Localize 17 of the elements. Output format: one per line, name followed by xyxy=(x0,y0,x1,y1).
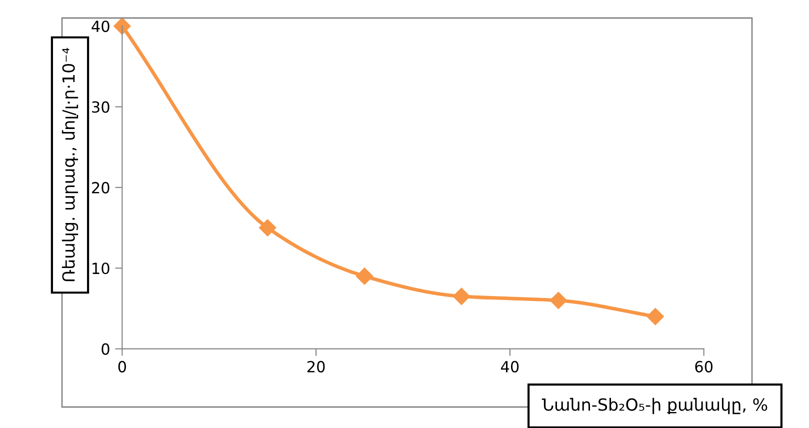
y-tick-label: 20 xyxy=(92,182,110,194)
point xyxy=(356,268,374,285)
point xyxy=(646,308,664,326)
x-tick-label: 0 xyxy=(118,360,126,372)
point xyxy=(452,288,470,305)
x-tick-label: 60 xyxy=(695,360,713,372)
x-axis-title: Նանո-Sb₂O₅-ի քանակը, % xyxy=(542,398,768,414)
point xyxy=(114,18,131,35)
x-tick-label: 40 xyxy=(500,360,519,372)
point xyxy=(259,219,276,236)
y-tick-label: 10 xyxy=(92,262,110,274)
x-tick-label: 20 xyxy=(307,360,325,372)
point xyxy=(550,292,567,309)
y-axis-title: Ռեակց. արագ., մոլ/լ·ր·10⁻⁴ xyxy=(62,48,78,282)
y-tick-label: 0 xyxy=(102,343,110,355)
y-tick-label: 30 xyxy=(92,101,110,113)
y-tick-label: 40 xyxy=(92,20,110,32)
